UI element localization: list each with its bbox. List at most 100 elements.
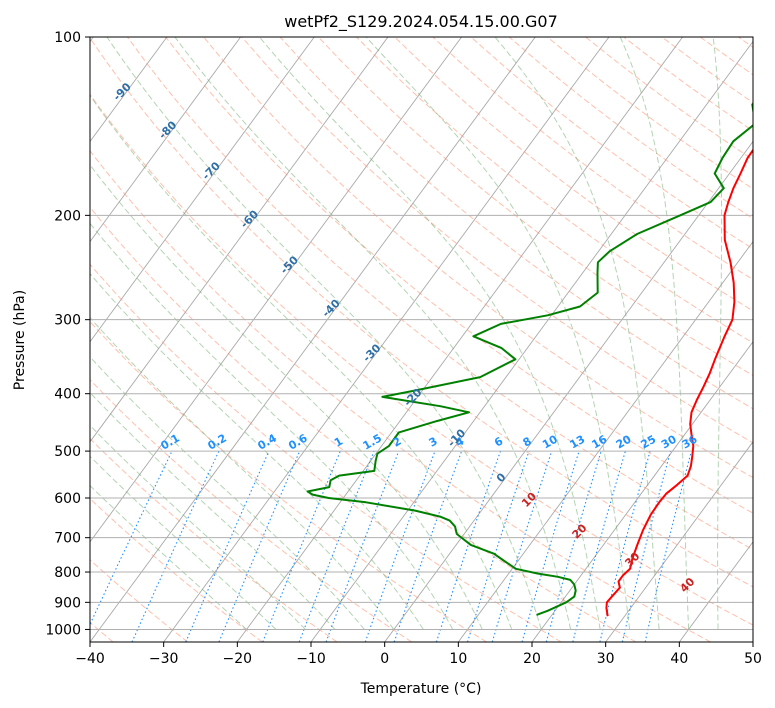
- moist-adiabat-line: [90, 391, 336, 630]
- mixing-ratio-label: 0.4: [255, 431, 279, 452]
- x-tick-label: 30: [597, 651, 615, 667]
- plot-frame: [89, 36, 754, 643]
- dry-adiabat-line: [279, 37, 753, 410]
- x-tick-label: −20: [223, 651, 253, 667]
- dry-adiabat-line: [661, 37, 753, 104]
- isotherm-line: [236, 37, 683, 642]
- isotherm-line: [90, 37, 536, 642]
- isotherm-line: [310, 40, 753, 642]
- adiabat-label: -40: [320, 297, 343, 320]
- adiabat-label: -50: [278, 253, 301, 276]
- mixing-ratio-line: [364, 450, 436, 642]
- isotherm-line: [605, 441, 753, 642]
- mixing-ratio-label: 1: [332, 435, 345, 450]
- y-tick-label: 300: [54, 313, 81, 329]
- isotherm-line: [384, 140, 753, 642]
- y-tick-label: 900: [54, 595, 81, 611]
- mixing-ratio-line: [435, 450, 502, 642]
- y-axis-label: Pressure (hPa): [12, 290, 28, 390]
- x-tick-label: 20: [523, 651, 541, 667]
- moist-adiabat-line: [106, 37, 542, 630]
- mixing-ratio-line: [644, 450, 692, 642]
- isotherm-line: [531, 340, 753, 642]
- dry-adiabat-line: [470, 37, 753, 250]
- adiabat-label: -90: [111, 80, 134, 103]
- y-tick-label: 400: [54, 387, 81, 403]
- x-tick-label: −40: [75, 651, 105, 667]
- x-tick-label: −10: [296, 651, 326, 667]
- isotherm-line: [90, 37, 168, 143]
- dry-adiabat-line: [90, 206, 637, 642]
- mixing-ratio-line: [325, 450, 400, 642]
- mixing-ratio-line: [621, 450, 672, 642]
- isotherm-line: [457, 240, 753, 642]
- dry-adiabat-line: [699, 37, 753, 76]
- moist-adiabat-line: [90, 94, 513, 630]
- dry-adiabat-line: [738, 37, 753, 48]
- mixing-ratio-line: [185, 450, 270, 642]
- mixing-ratio-line: [545, 450, 602, 642]
- moist-adiabat-line: [90, 272, 424, 630]
- y-tick-label: 200: [54, 208, 81, 224]
- moist-adiabat-line: [90, 424, 306, 630]
- adiabat-label: -60: [238, 207, 261, 230]
- moist-adiabat-line: [174, 37, 572, 630]
- dry-adiabat-line: [508, 37, 753, 220]
- moist-adiabat-line: [90, 164, 483, 630]
- pressure-gridlines: [90, 37, 753, 630]
- mixing-ratio-label: 30: [659, 432, 679, 451]
- y-tick-label: 600: [54, 491, 81, 507]
- mixing-ratio-label: 25: [638, 433, 658, 452]
- mixing-ratio-label: 0.6: [286, 431, 310, 452]
- dry-adiabat-line: [623, 37, 753, 132]
- moist-adiabat-line: [90, 455, 277, 630]
- dry-adiabat-line: [90, 559, 189, 642]
- mixing-ratio-line: [599, 450, 651, 642]
- dry-adiabat-line: [547, 37, 753, 190]
- isotherm-line: [752, 641, 753, 642]
- mixing-ratio-line: [393, 450, 463, 642]
- isotherm-line: [163, 37, 610, 642]
- mixing-ratio-line: [572, 450, 626, 642]
- moist-adiabat-line: [365, 37, 631, 630]
- x-tick-label: −30: [149, 651, 179, 667]
- mixing-ratio-line: [521, 450, 580, 642]
- moist-adiabat-line: [712, 37, 723, 630]
- dry-adiabat-line: [90, 150, 711, 642]
- x-tick-label: 40: [670, 651, 688, 667]
- temperature-line: [605, 148, 753, 617]
- chart-title: wetPf2_S129.2024.054.15.00.G07: [284, 12, 558, 32]
- mixing-ratio-label: 0.2: [205, 432, 228, 453]
- y-tick-label: 500: [54, 444, 81, 460]
- mixing-ratio-label: 20: [614, 432, 634, 451]
- moist-adiabat-line: [619, 37, 690, 630]
- mixing-ratio-label: 3: [427, 435, 440, 450]
- axis-ticks: −40 −30 −20 −10 0 10 20 30 40 5010020030040050060…: [45, 30, 762, 667]
- mixing-ratio-label: 0.1: [159, 432, 182, 453]
- moist-adiabat-line: [90, 316, 395, 630]
- mixing-ratio-line: [262, 450, 341, 642]
- dry-adiabat-line: [90, 437, 338, 642]
- dry-adiabat-line: [241, 37, 753, 444]
- moist-adiabat-line: [90, 484, 247, 630]
- background-lines: [90, 37, 753, 642]
- mixing-ratio-label: 10: [540, 432, 560, 451]
- mixing-ratio-label: 13: [567, 433, 587, 452]
- dry-adiabat-line: [90, 37, 753, 588]
- mixing-ratio-line: [491, 450, 553, 642]
- x-tick-label: 50: [744, 651, 762, 667]
- mixing-ratio-label: 1.5: [361, 432, 384, 453]
- x-tick-label: 0: [380, 651, 389, 667]
- isotherm-line: [90, 37, 241, 243]
- mixing-ratio-line: [90, 450, 173, 626]
- dry-adiabat-line: [126, 37, 753, 551]
- moist-adiabat-line: [90, 222, 454, 630]
- sounding-series: [306, 102, 753, 617]
- adiabat-label: -80: [156, 118, 179, 141]
- adiabat-label: 0: [494, 470, 509, 485]
- mixing-ratio-label: 16: [590, 432, 610, 451]
- dry-adiabat-line: [90, 320, 487, 642]
- dry-adiabat-line: [165, 37, 753, 514]
- x-axis-label: Temperature (°C): [360, 681, 482, 697]
- mixing-ratio-line: [466, 450, 530, 642]
